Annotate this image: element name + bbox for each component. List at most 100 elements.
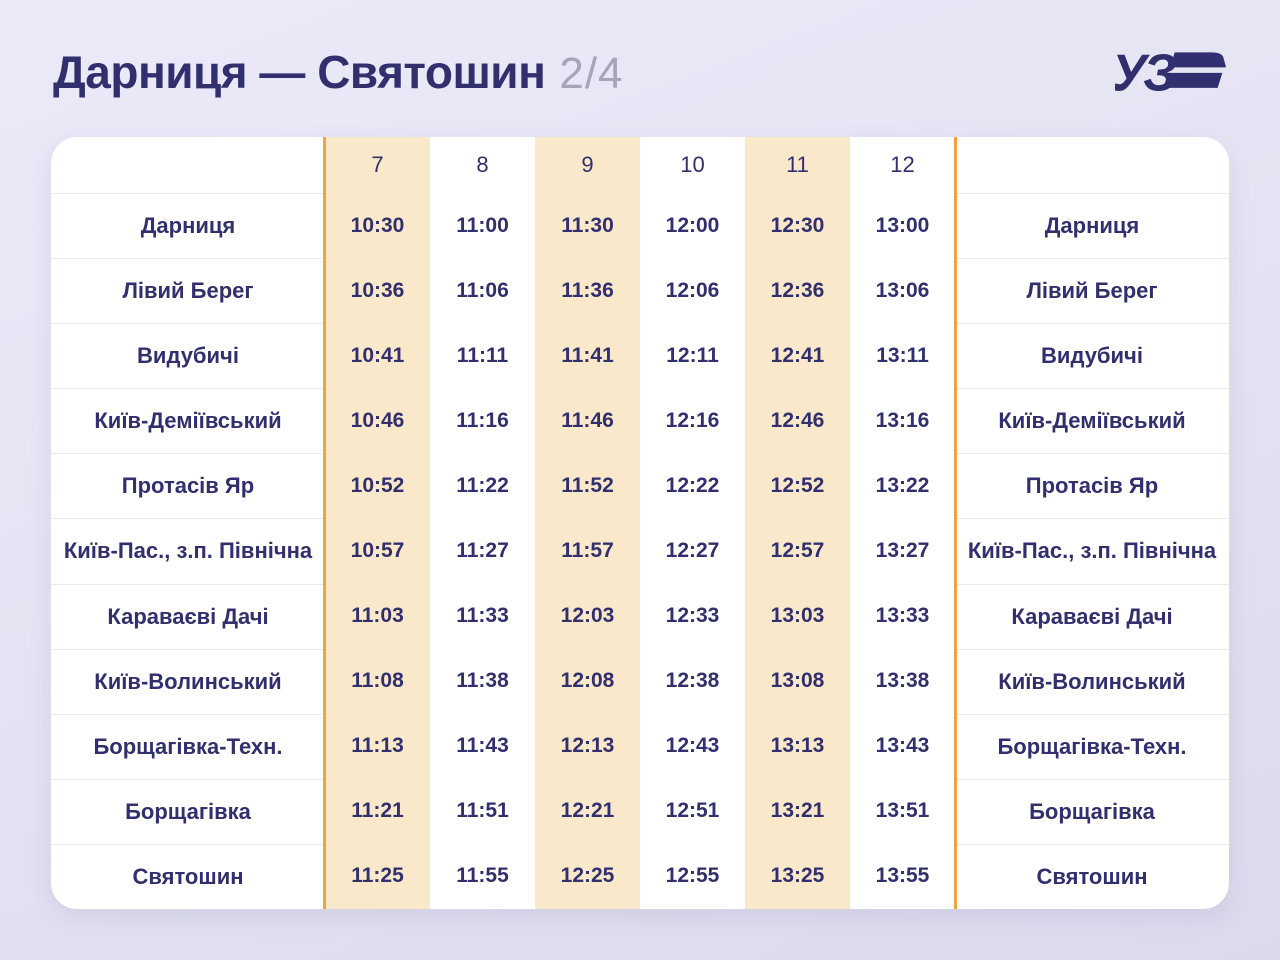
- time-cell: 11:25: [351, 864, 404, 888]
- time-cell: 13:13: [770, 734, 825, 758]
- time-cell: 10:30: [350, 213, 405, 237]
- title-wrap: Дарниця — Святошин 2/4: [53, 45, 624, 99]
- time-cell: 12:46: [770, 408, 825, 432]
- time-cell: 11:22: [456, 473, 509, 497]
- time-cell: 11:55: [456, 864, 509, 888]
- time-cell: 11:21: [351, 799, 404, 823]
- page-indicator: 2/4: [559, 49, 624, 98]
- time-cell: 13:55: [875, 864, 930, 888]
- time-cell: 12:11: [666, 343, 719, 367]
- time-cell: 12:51: [665, 799, 720, 823]
- time-cell: 12:36: [770, 278, 825, 302]
- time-cell: 12:55: [665, 864, 720, 888]
- time-cell: 13:22: [875, 473, 930, 497]
- timetable-grid: 7 8 9 10 11 12 Дарниця 10:30 11:00 11:30 12:00 12:3…: [51, 137, 1229, 909]
- time-cell: 10:57: [350, 538, 405, 562]
- station-cell-left: Київ-Волинський: [51, 648, 325, 714]
- station-cell-right: Дарниця: [955, 193, 1229, 258]
- time-cell: 12:03: [560, 604, 615, 628]
- station-cell-left: Борщагівка-Техн.: [51, 713, 325, 779]
- station-cell-left: Київ-Пас., з.п. Північна: [51, 518, 325, 583]
- uz-railways-logo-icon: УЗ: [1115, 45, 1227, 101]
- station-cell-left: Видубичі: [51, 323, 325, 388]
- time-cell: 11:38: [456, 669, 509, 693]
- station-cell-left: Караваєві Дачі: [51, 583, 325, 649]
- uz-logo-letters: УЗ: [1115, 45, 1176, 101]
- time-cell: 13:33: [875, 604, 930, 628]
- time-cell: 11:06: [456, 278, 509, 302]
- time-cell: 13:25: [770, 864, 825, 888]
- time-cell: 11:08: [351, 669, 404, 693]
- station-cell-right: Борщагівка: [955, 778, 1229, 844]
- time-cell: 12:25: [560, 864, 615, 888]
- train-number-header: 11: [786, 152, 809, 177]
- station-cell-right: Київ-Пас., з.п. Північна: [955, 518, 1229, 583]
- train-number-header: 10: [680, 152, 705, 177]
- station-cell-left: Протасів Яр: [51, 453, 325, 518]
- station-cell-left: Святошин: [51, 843, 325, 909]
- time-cell: 11:36: [561, 278, 614, 302]
- time-cell: 11:41: [561, 343, 614, 367]
- time-cell: 12:22: [665, 473, 720, 497]
- time-cell: 12:00: [665, 213, 720, 237]
- time-cell: 11:27: [456, 538, 509, 562]
- train-number-header: 12: [890, 152, 915, 177]
- time-cell: 12:41: [770, 343, 825, 367]
- time-cell: 11:03: [351, 604, 404, 628]
- time-cell: 10:52: [350, 473, 405, 497]
- time-cell: 12:52: [770, 473, 825, 497]
- train-number-header: 8: [476, 152, 489, 177]
- station-cell-right: Видубичі: [955, 323, 1229, 388]
- time-cell: 13:06: [875, 278, 930, 302]
- station-cell-left: Дарниця: [51, 193, 325, 258]
- time-cell: 12:13: [560, 734, 615, 758]
- station-cell-left: Борщагівка: [51, 778, 325, 844]
- time-cell: 13:00: [875, 213, 930, 237]
- station-cell-right: Протасів Яр: [955, 453, 1229, 518]
- time-cell: 12:38: [665, 669, 720, 693]
- station-cell-right: Борщагівка-Техн.: [955, 713, 1229, 779]
- time-cell: 13:51: [875, 799, 930, 823]
- time-cell: 12:57: [770, 538, 825, 562]
- station-cell-right: Київ-Деміївський: [955, 388, 1229, 453]
- time-cell: 11:30: [561, 213, 614, 237]
- time-cell: 13:16: [875, 408, 930, 432]
- time-cell: 11:13: [351, 734, 404, 758]
- time-cell: 11:51: [456, 799, 509, 823]
- station-cell-right: Київ-Волинський: [955, 648, 1229, 714]
- time-cell: 10:41: [350, 343, 405, 367]
- time-cell: 12:33: [665, 604, 720, 628]
- station-cell-left: Лівий Берег: [51, 258, 325, 323]
- time-cell: 13:38: [875, 669, 930, 693]
- station-cell-left: Київ-Деміївський: [51, 388, 325, 453]
- time-cell: 12:43: [665, 734, 720, 758]
- time-cell: 12:30: [770, 213, 825, 237]
- station-cell-right: Святошин: [955, 843, 1229, 909]
- time-cell: 12:27: [665, 538, 720, 562]
- page-header: Дарниця — Святошин 2/4 УЗ: [53, 40, 1227, 104]
- time-cell: 12:16: [665, 408, 720, 432]
- time-cell: 11:33: [456, 604, 509, 628]
- time-cell: 11:11: [456, 343, 509, 367]
- time-cell: 11:00: [456, 213, 509, 237]
- time-cell: 12:06: [665, 278, 720, 302]
- header-corner-right: [955, 137, 1229, 193]
- time-cell: 11:46: [561, 408, 614, 432]
- time-cell: 10:46: [350, 408, 405, 432]
- time-cell: 13:11: [876, 343, 929, 367]
- time-cell: 11:16: [456, 408, 509, 432]
- time-cell: 11:57: [561, 538, 614, 562]
- time-cell: 11:52: [561, 473, 614, 497]
- uz-logo-mark-top: [1170, 52, 1227, 68]
- time-cell: 10:36: [350, 278, 405, 302]
- station-cell-right: Лівий Берег: [955, 258, 1229, 323]
- train-number-header: 9: [581, 152, 594, 177]
- time-cell: 13:08: [770, 669, 825, 693]
- uz-logo-mark-bottom: [1163, 72, 1223, 88]
- time-cell: 11:43: [456, 734, 509, 758]
- page-title: Дарниця — Святошин: [53, 46, 546, 98]
- time-cell: 12:21: [560, 799, 615, 823]
- time-cell: 12:08: [560, 669, 615, 693]
- time-cell: 13:03: [770, 604, 825, 628]
